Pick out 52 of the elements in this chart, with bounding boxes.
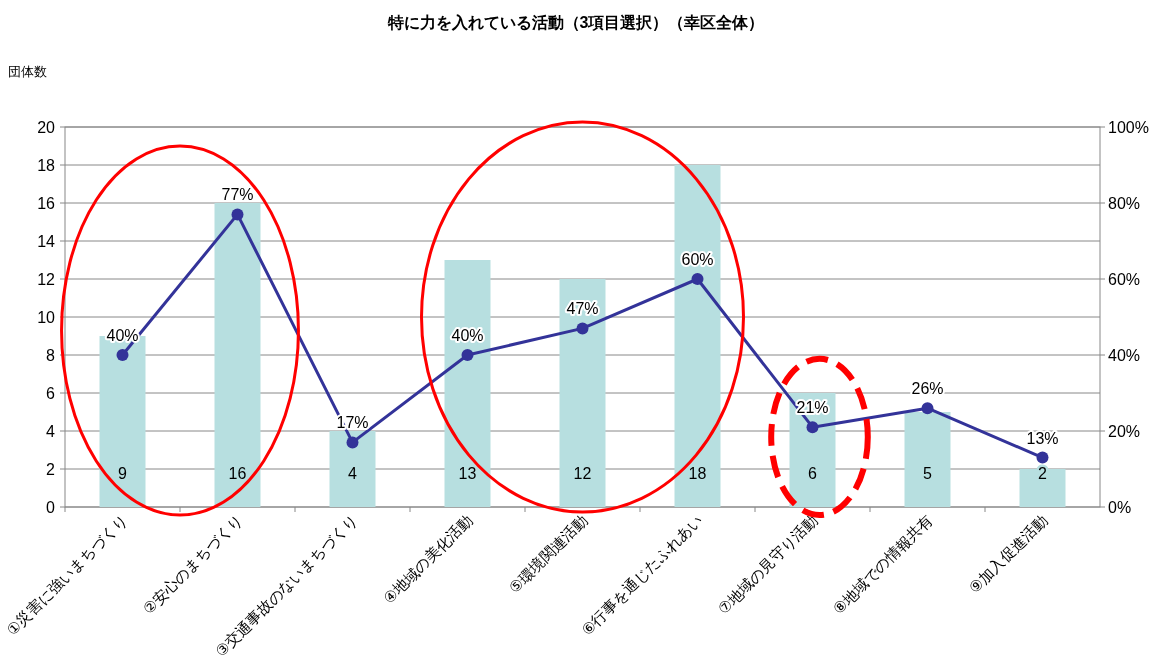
data-label: 13 (458, 465, 477, 482)
y2-tick-label: 0% (1108, 499, 1132, 516)
x-tick-label: ⑨加入促進活動 (965, 511, 1051, 597)
data-label: 4 (348, 465, 358, 482)
data-label: 16 (228, 465, 247, 482)
y-tick-label: 16 (37, 195, 56, 212)
y-axis-title: 団体数 (8, 64, 47, 79)
x-tick-label: ⑧地域での情報共有 (829, 511, 936, 618)
bar (214, 203, 261, 507)
y-tick-label: 20 (37, 119, 56, 136)
bar (904, 412, 951, 507)
x-tick-label: ⑦地域の見守り活動 (714, 511, 821, 618)
chart-title: 特に力を入れている活動（3項目選択）（幸区全体） (386, 14, 765, 32)
y-tick-label: 8 (46, 347, 56, 364)
y2-tick-label: 60% (1108, 271, 1141, 288)
y2-tick-label: 100% (1108, 119, 1149, 136)
data-label: 40% (106, 327, 139, 344)
y-tick-label: 6 (46, 385, 56, 402)
data-label: 40% (451, 327, 484, 344)
x-tick-label: ②安心のまちづくり (139, 511, 246, 618)
point (346, 436, 359, 449)
y2-tick-label: 20% (1108, 423, 1141, 440)
data-label: 26% (911, 380, 944, 398)
y-tick-label: 12 (37, 271, 56, 288)
data-label: 9 (118, 465, 128, 482)
y-tick-label: 0 (46, 499, 56, 516)
data-label: 2 (1038, 465, 1048, 482)
x-tick-label: ④地域の美化活動 (379, 511, 476, 607)
bar (1019, 469, 1066, 507)
data-label: 12 (573, 465, 592, 482)
y2-tick-label: 40% (1108, 347, 1141, 364)
x-tick-label: ⑤環境関連活動 (505, 511, 591, 597)
data-label: 47% (566, 300, 599, 318)
point (231, 208, 244, 221)
data-label: 21% (796, 399, 829, 417)
y-tick-label: 10 (37, 309, 56, 326)
point (806, 421, 819, 434)
bar (329, 431, 376, 507)
y-tick-label: 14 (37, 233, 56, 250)
data-label: 18 (688, 465, 707, 482)
y-tick-label: 18 (37, 157, 56, 174)
y-tick-label: 2 (46, 461, 56, 478)
point (116, 349, 129, 361)
data-label: 6 (808, 465, 818, 482)
data-label: 13% (1026, 429, 1059, 447)
y-tick-label: 4 (46, 423, 56, 440)
point (1036, 451, 1049, 464)
data-label: 5 (923, 465, 933, 482)
point (921, 402, 934, 415)
data-label: 60% (681, 251, 714, 268)
data-label: 77% (221, 186, 254, 204)
y2-tick-label: 80% (1108, 195, 1141, 212)
